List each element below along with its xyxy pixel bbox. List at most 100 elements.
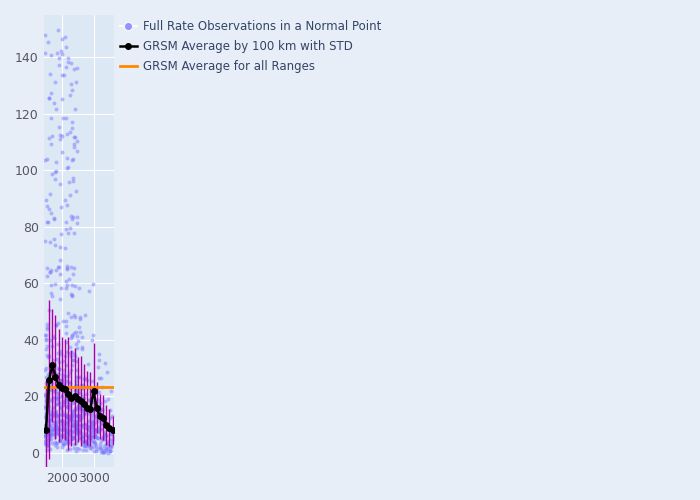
Point	[104, 435, 116, 443]
Point	[49, 409, 60, 417]
Point	[49, 78, 60, 86]
Point	[43, 417, 55, 425]
Point	[105, 430, 116, 438]
Point	[104, 406, 116, 414]
Point	[48, 98, 60, 106]
Point	[62, 410, 73, 418]
Point	[88, 437, 99, 445]
Point	[94, 422, 105, 430]
Point	[78, 381, 89, 389]
Point	[72, 373, 83, 381]
Point	[74, 402, 85, 409]
Point	[83, 434, 94, 442]
Point	[62, 432, 73, 440]
Point	[88, 280, 99, 288]
Point	[59, 388, 70, 396]
Point	[45, 431, 56, 439]
Point	[68, 421, 79, 429]
Point	[74, 412, 85, 420]
Point	[76, 345, 88, 353]
Point	[41, 352, 52, 360]
Point	[43, 402, 54, 410]
Point	[61, 377, 72, 385]
Point	[46, 114, 57, 122]
Point	[71, 394, 83, 402]
Point	[52, 390, 63, 398]
Point	[66, 156, 78, 164]
Point	[78, 384, 89, 392]
Point	[94, 444, 106, 452]
Point	[75, 427, 86, 435]
Point	[94, 356, 105, 364]
Point	[51, 49, 62, 57]
Point	[41, 346, 52, 354]
Point	[66, 118, 78, 126]
Point	[64, 384, 76, 392]
Point	[95, 448, 106, 456]
Point	[50, 372, 62, 380]
Point	[78, 396, 89, 404]
Point	[44, 352, 55, 360]
Point	[53, 378, 64, 386]
Point	[97, 406, 108, 414]
Point	[60, 426, 71, 434]
Point	[56, 410, 67, 418]
Point	[39, 390, 50, 398]
Point	[50, 427, 62, 435]
Point	[55, 437, 66, 445]
Point	[56, 392, 67, 400]
Point	[63, 412, 74, 420]
Point	[41, 403, 52, 411]
Point	[91, 426, 102, 434]
Point	[82, 438, 93, 446]
Point	[98, 446, 109, 454]
Point	[69, 350, 80, 358]
Point	[69, 104, 80, 112]
Point	[66, 434, 77, 442]
Point	[74, 315, 85, 323]
Point	[49, 174, 60, 182]
Point	[65, 60, 76, 68]
Point	[41, 323, 52, 331]
Point	[84, 422, 95, 430]
Point	[56, 50, 67, 58]
Point	[61, 114, 72, 122]
Point	[66, 80, 77, 88]
Point	[57, 95, 68, 103]
Point	[45, 427, 56, 435]
Point	[71, 436, 83, 444]
Point	[44, 70, 55, 78]
Point	[89, 418, 100, 426]
Point	[59, 426, 70, 434]
Point	[49, 429, 60, 437]
Point	[76, 430, 87, 438]
Point	[74, 404, 85, 412]
Point	[60, 33, 71, 41]
Point	[62, 426, 73, 434]
Point	[85, 444, 97, 452]
Point	[68, 356, 79, 364]
Point	[59, 372, 70, 380]
Point	[66, 292, 77, 300]
Point	[100, 432, 111, 440]
Point	[72, 426, 83, 434]
Point	[46, 410, 57, 418]
Point	[52, 412, 64, 420]
Point	[73, 420, 84, 428]
Point	[52, 430, 63, 438]
Point	[62, 395, 74, 403]
Point	[50, 429, 62, 437]
Point	[97, 433, 108, 441]
Point	[57, 442, 68, 450]
Point	[52, 394, 63, 402]
Point	[54, 421, 65, 429]
Point	[45, 238, 56, 246]
Point	[76, 420, 87, 428]
Point	[98, 435, 109, 443]
Point	[85, 405, 97, 413]
Point	[74, 398, 85, 406]
Point	[107, 435, 118, 443]
Point	[74, 444, 85, 452]
Point	[87, 410, 98, 418]
Point	[69, 310, 80, 318]
